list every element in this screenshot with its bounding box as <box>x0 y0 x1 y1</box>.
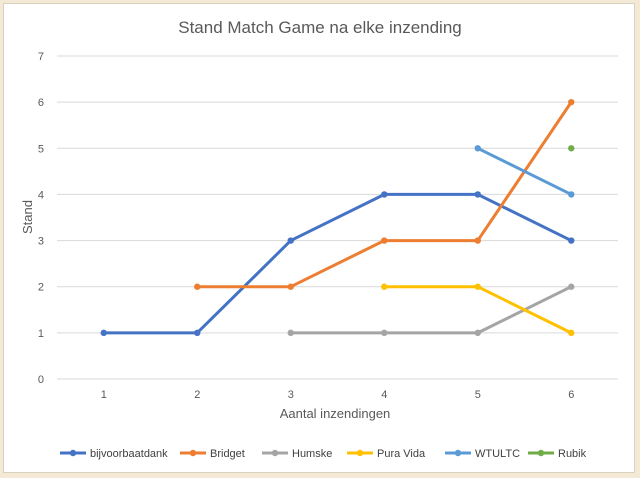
legend-swatch-marker <box>271 449 279 457</box>
data-point <box>381 237 388 244</box>
y-tick-label: 0 <box>38 374 44 386</box>
data-point <box>474 191 481 198</box>
x-tick-label: 5 <box>475 389 481 401</box>
x-tick-label: 6 <box>568 389 574 401</box>
data-point <box>474 237 481 244</box>
legend-label: Rubik <box>558 448 587 460</box>
data-point <box>100 329 107 337</box>
x-tick-label: 2 <box>194 389 200 401</box>
legend-swatch-marker <box>69 449 77 457</box>
y-tick-label: 4 <box>38 189 44 201</box>
x-tick-label: 1 <box>101 389 107 401</box>
y-tick-label: 2 <box>38 282 44 294</box>
series-4 <box>474 145 575 198</box>
y-tick-label: 5 <box>38 143 44 155</box>
chart-frame <box>3 3 635 473</box>
legend: bijvoorbaatdank Bridget Humske Pura Vida WTU… <box>60 448 587 460</box>
data-point <box>474 283 481 290</box>
y-axis-title: Stand <box>20 200 35 234</box>
y-tick-label: 1 <box>38 328 44 340</box>
data-point <box>568 329 575 337</box>
legend-label: bijvoorbaatdank <box>90 448 168 460</box>
series-1 <box>194 98 575 290</box>
data-point <box>568 98 575 106</box>
data-point <box>568 191 575 198</box>
data-point <box>474 329 481 337</box>
legend-item: WTULTC <box>445 448 520 460</box>
data-point <box>568 283 575 290</box>
legend-swatch-marker <box>537 449 545 457</box>
legend-item: Humske <box>262 448 332 460</box>
series-0 <box>100 191 575 337</box>
series-lines <box>100 98 575 337</box>
y-tick-label: 6 <box>38 97 44 109</box>
data-point <box>287 283 294 290</box>
series-line <box>289 285 573 335</box>
y-tick-label: 7 <box>38 51 44 63</box>
legend-swatch-marker <box>356 449 364 457</box>
legend-item: Rubik <box>528 448 587 460</box>
data-point <box>381 329 388 337</box>
x-axis-title: Aantal inzendingen <box>280 406 391 421</box>
legend-swatch-marker <box>454 449 462 457</box>
x-tick-labels: 1 2 3 4 5 6 <box>101 389 575 401</box>
series-line <box>476 146 573 196</box>
y-tick-label: 3 <box>38 236 44 248</box>
series-3 <box>381 283 575 337</box>
data-point <box>568 145 575 152</box>
legend-label: Pura Vida <box>377 448 426 460</box>
legend-item: Bridget <box>180 448 245 460</box>
data-point <box>381 283 388 290</box>
x-tick-label: 3 <box>288 389 294 401</box>
data-point <box>568 237 575 244</box>
legend-swatch-marker <box>189 449 197 457</box>
data-point <box>287 329 294 337</box>
data-point <box>194 283 201 290</box>
legend-label: Humske <box>292 448 332 460</box>
data-point <box>287 237 294 244</box>
series-2 <box>287 283 575 337</box>
legend-item: bijvoorbaatdank <box>60 448 168 460</box>
chart-title: Stand Match Game na elke inzending <box>178 18 462 37</box>
series-line <box>102 192 573 335</box>
data-point <box>474 145 481 152</box>
data-point <box>381 191 388 198</box>
legend-item: Pura Vida <box>347 448 426 460</box>
series-5 <box>568 145 575 152</box>
data-point <box>194 329 201 337</box>
legend-label: WTULTC <box>475 448 520 460</box>
series-line <box>382 285 573 335</box>
x-tick-label: 4 <box>381 389 387 401</box>
y-tick-labels: 0 1 2 3 4 5 6 7 <box>38 51 44 386</box>
legend-label: Bridget <box>210 448 245 460</box>
